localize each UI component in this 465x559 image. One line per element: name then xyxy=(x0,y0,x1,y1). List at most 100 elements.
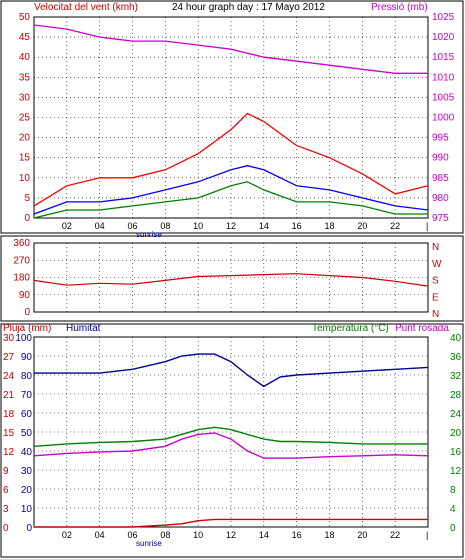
x-tick-end: | xyxy=(426,221,428,231)
grid-lines xyxy=(34,17,429,527)
y-tick-left: 0 xyxy=(24,213,30,224)
y-tick-left: 30 xyxy=(19,92,31,103)
y-tick-right: 1000 xyxy=(432,113,455,124)
y-tick-left: 10 xyxy=(19,173,31,184)
x-tick-label: 12 xyxy=(226,221,236,231)
humidity-line xyxy=(34,353,429,388)
humidity-tick: 80 xyxy=(21,371,33,382)
rain-tick: 12 xyxy=(3,447,15,458)
pressure-line xyxy=(33,24,428,74)
dewpoint-axis-label: Punt rosada xyxy=(395,323,449,334)
x-tick-label: 20 xyxy=(357,221,367,231)
wind-axis-label: Velocitat del vent (kmh) xyxy=(34,2,138,13)
temperature-tick: 32 xyxy=(450,371,462,382)
y-tick-left: 35 xyxy=(19,72,31,83)
y-tick-right: 975 xyxy=(432,213,449,224)
y-tick-right: W xyxy=(432,259,442,270)
y-tick-right: 980 xyxy=(432,193,449,204)
x-tick-label: 12 xyxy=(226,530,236,540)
humidity-tick: 10 xyxy=(21,504,33,515)
y-tick-left: 0 xyxy=(24,307,30,318)
x-tick-label: 22 xyxy=(390,221,400,231)
y-tick-left: 90 xyxy=(19,290,31,301)
rain-line xyxy=(34,518,428,528)
y-tick-left: 360 xyxy=(13,238,30,249)
y-tick-left: 180 xyxy=(13,273,30,284)
y-tick-right: 1010 xyxy=(432,72,455,83)
rain-tick: 15 xyxy=(3,428,15,439)
y-tick-right: 990 xyxy=(432,153,449,164)
humidity-tick: 100 xyxy=(15,333,32,344)
x-tick-label: 14 xyxy=(259,530,269,540)
y-tick-right: 1015 xyxy=(432,52,455,63)
rain-tick: 6 xyxy=(3,485,9,496)
rain-tick: 0 xyxy=(3,523,9,534)
dewpoint-line xyxy=(33,432,429,459)
x-tick-label: 02 xyxy=(62,530,72,540)
y-tick-left: 25 xyxy=(19,113,31,124)
series-lines xyxy=(33,24,429,528)
x-tick-label: 14 xyxy=(259,221,269,231)
x-tick-label: 06 xyxy=(127,221,137,231)
y-tick-right: 985 xyxy=(432,173,449,184)
x-tick-label: 08 xyxy=(160,221,170,231)
temperature-tick: 0 xyxy=(450,523,456,534)
y-tick-right: S xyxy=(432,276,439,287)
x-tick-label: 02 xyxy=(62,221,72,231)
y-tick-left: 5 xyxy=(24,193,30,204)
temperature-axis-label: Temperatura (°C) xyxy=(312,323,389,334)
x-tick-label: 10 xyxy=(193,530,203,540)
y-tick-left: 40 xyxy=(19,52,31,63)
wind-avg-line xyxy=(33,165,429,215)
rain-tick: 30 xyxy=(3,333,15,344)
rain-tick: 3 xyxy=(3,504,9,515)
humidity-tick: 0 xyxy=(26,523,32,534)
x-tick-label: 18 xyxy=(324,221,334,231)
rain-tick: 27 xyxy=(3,352,15,363)
y-tick-left: 15 xyxy=(19,153,31,164)
temperature-tick: 16 xyxy=(450,447,462,458)
sunrise-label: sunrise xyxy=(136,230,162,239)
x-tick-label: 20 xyxy=(357,530,367,540)
humidity-tick: 50 xyxy=(21,428,33,439)
x-tick-label: 08 xyxy=(160,530,170,540)
y-tick-right: 995 xyxy=(432,133,449,144)
humidity-tick: 70 xyxy=(21,390,33,401)
temperature-tick: 40 xyxy=(450,333,462,344)
wind-low-line xyxy=(33,181,428,219)
sunrise-label: sunrise xyxy=(136,539,162,548)
y-tick-left: 270 xyxy=(13,255,30,266)
y-tick-right: 1005 xyxy=(432,92,455,103)
humidity-axis-label: Humitat xyxy=(66,323,101,334)
rain-tick: 24 xyxy=(3,371,15,382)
x-tick-label: 16 xyxy=(292,221,302,231)
humidity-tick: 60 xyxy=(21,409,33,420)
temperature-tick: 12 xyxy=(450,466,462,477)
x-tick-label: 04 xyxy=(95,221,105,231)
rain-axis-label: Pluja (mm) xyxy=(3,323,51,334)
y-tick-right: 1020 xyxy=(432,32,455,43)
axis-labels: 0510152025303540455097598098599099510001… xyxy=(3,12,462,548)
temperature-tick: 28 xyxy=(450,390,462,401)
y-tick-right: N xyxy=(432,309,439,320)
y-tick-right: N xyxy=(432,242,439,253)
y-tick-left: 20 xyxy=(19,133,31,144)
chart-title: 24 hour graph day : 17 Mayo 2012 xyxy=(172,2,325,13)
x-tick-label: 04 xyxy=(95,530,105,540)
wind-gust-line xyxy=(33,112,429,207)
y-tick-right: E xyxy=(432,292,439,303)
y-tick-left: 45 xyxy=(19,32,31,43)
rain-tick: 21 xyxy=(3,390,15,401)
rain-tick: 18 xyxy=(3,409,15,420)
temperature-tick: 24 xyxy=(450,409,462,420)
humidity-tick: 90 xyxy=(21,352,33,363)
x-tick-label: 06 xyxy=(127,530,137,540)
temperature-tick: 36 xyxy=(450,352,462,363)
y-tick-right: 1025 xyxy=(432,12,455,23)
x-tick-label: 16 xyxy=(292,530,302,540)
humidity-tick: 40 xyxy=(21,447,33,458)
humidity-tick: 20 xyxy=(21,485,33,496)
y-tick-left: 50 xyxy=(19,12,31,23)
temperature-tick: 20 xyxy=(450,428,462,439)
